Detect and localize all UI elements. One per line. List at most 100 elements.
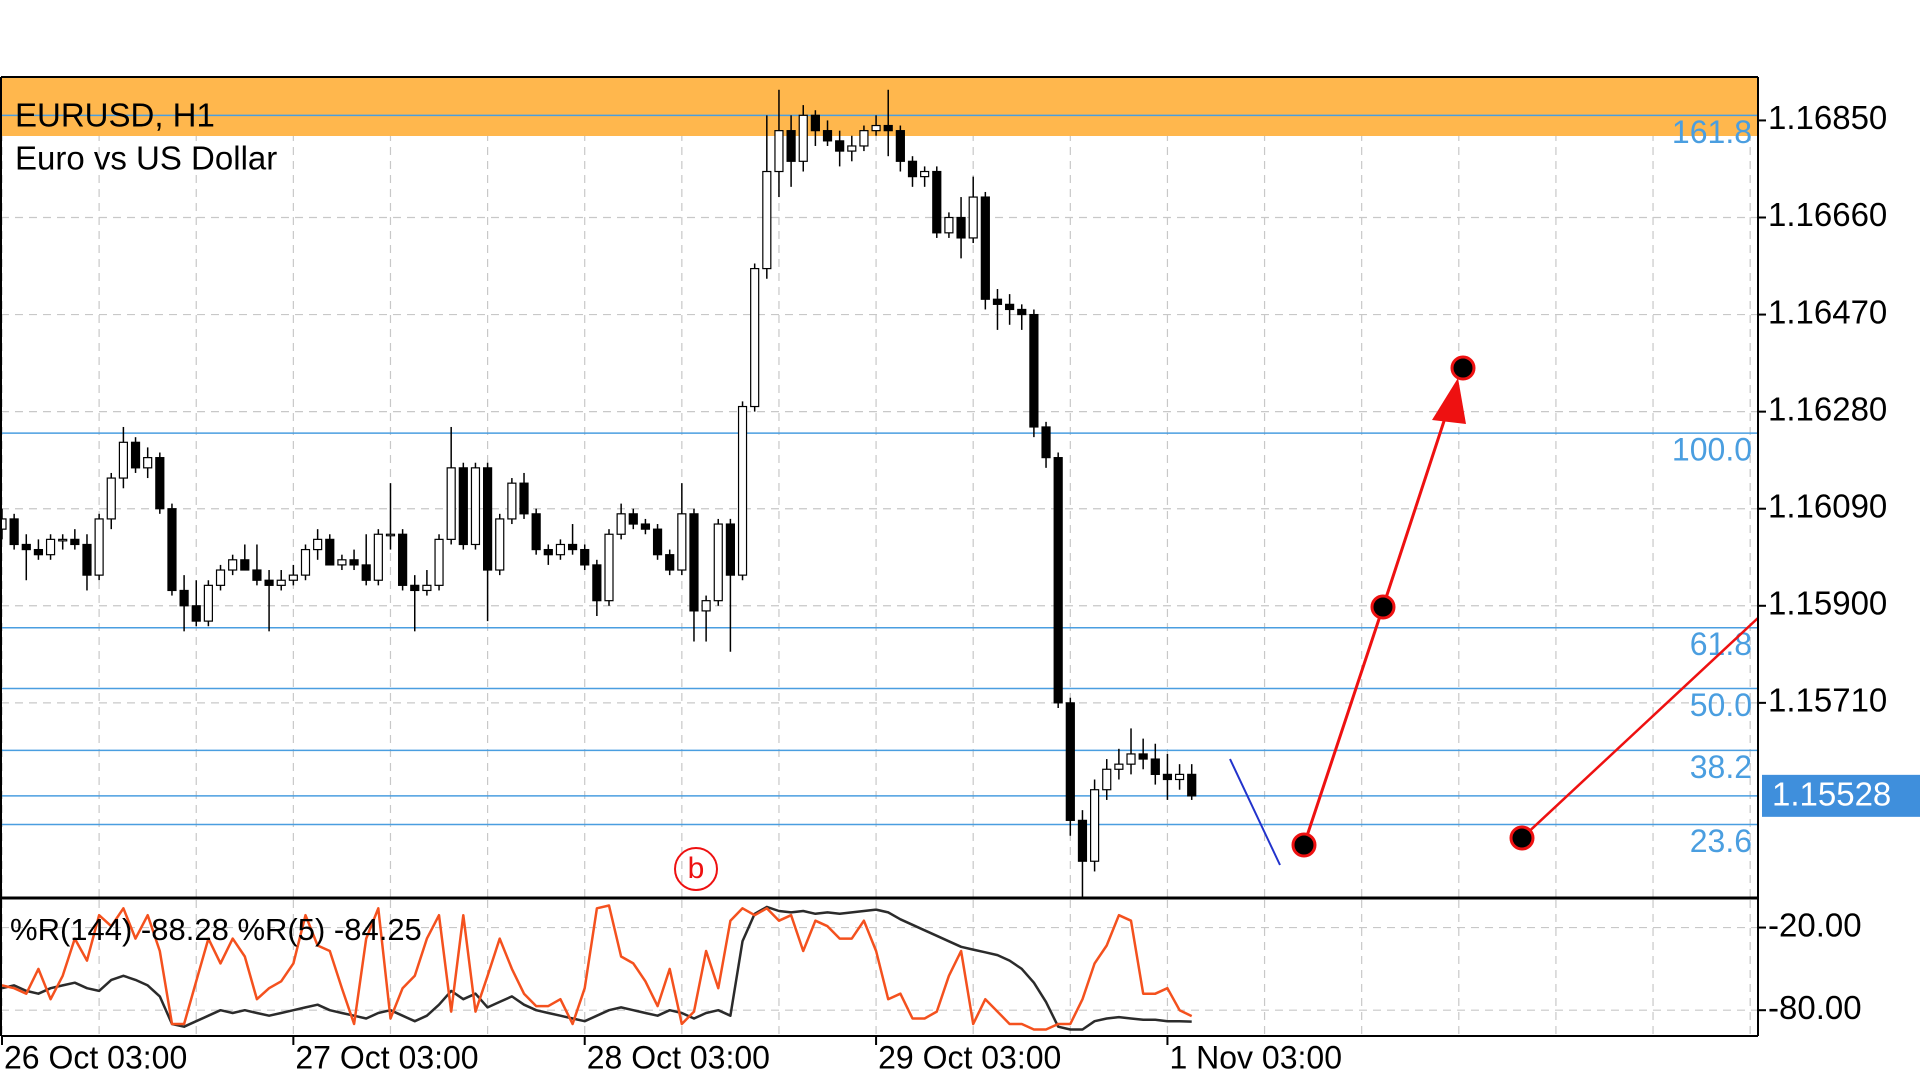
candle-body bbox=[349, 559, 359, 566]
candle-body bbox=[689, 513, 699, 612]
wave-point bbox=[1370, 594, 1396, 620]
y-tick-label: 1.16470 bbox=[1768, 293, 1887, 330]
candle-body bbox=[313, 538, 323, 551]
candle-body bbox=[810, 114, 820, 132]
price-tag-label: 1.15528 bbox=[1772, 776, 1891, 813]
indicator bbox=[1, 904, 1758, 1031]
candle-body bbox=[871, 124, 881, 132]
candle-body bbox=[859, 130, 869, 147]
candle-body bbox=[94, 518, 104, 576]
candle-body bbox=[215, 569, 226, 586]
candle-body bbox=[677, 513, 687, 571]
y-tick-label: 1.16850 bbox=[1768, 99, 1887, 136]
candle-body bbox=[470, 467, 481, 546]
candle-body bbox=[1187, 773, 1197, 797]
y-tick-label: 1.16090 bbox=[1768, 487, 1887, 524]
candle-body bbox=[300, 548, 311, 576]
candle-body bbox=[361, 564, 371, 581]
candle-body bbox=[507, 482, 517, 520]
candle-body bbox=[33, 548, 44, 556]
candle-body bbox=[240, 559, 250, 571]
x-tick-label: 27 Oct 03:00 bbox=[295, 1039, 478, 1075]
candle-body bbox=[519, 482, 529, 515]
candle-body bbox=[410, 584, 420, 592]
candle-body bbox=[1150, 758, 1160, 775]
candle-body bbox=[847, 145, 857, 152]
candle-body bbox=[701, 600, 711, 612]
x-tick-label: 1 Nov 03:00 bbox=[1169, 1039, 1342, 1075]
candle-body bbox=[373, 533, 383, 581]
indicator-line bbox=[1, 905, 1192, 1031]
candle-body bbox=[798, 114, 808, 162]
candle-body bbox=[1017, 308, 1027, 316]
candle-body bbox=[276, 579, 286, 586]
candle-body bbox=[398, 533, 408, 586]
wave-point bbox=[1509, 825, 1535, 851]
candle-body bbox=[713, 523, 723, 602]
candle-body bbox=[446, 467, 456, 540]
y-tick-label: -80.00 bbox=[1768, 989, 1862, 1026]
candle-body bbox=[616, 513, 626, 535]
candles bbox=[0, 89, 1197, 897]
candle-body bbox=[325, 538, 335, 566]
arrow-head bbox=[1432, 378, 1466, 424]
candle-body bbox=[495, 518, 505, 571]
candle-body bbox=[774, 130, 784, 173]
axes: 1.16850 1.16660 1.16470 1.16280 1.16090 1.159… bbox=[1, 99, 1920, 1075]
candle-body bbox=[1077, 819, 1088, 862]
candle-body bbox=[665, 554, 675, 571]
indicator-label: %R(144) -88.28 %R(5) -84.25 bbox=[10, 912, 422, 947]
candle-body bbox=[21, 543, 31, 551]
candle-body bbox=[628, 513, 638, 525]
candle-body bbox=[288, 574, 298, 581]
chart-title: EURUSD, H1 bbox=[15, 97, 215, 134]
candle-body bbox=[604, 533, 614, 602]
candle-body bbox=[1029, 313, 1039, 428]
candle-body bbox=[592, 564, 602, 602]
candle-body bbox=[130, 441, 141, 469]
candle-body bbox=[980, 196, 990, 300]
candle-body bbox=[106, 477, 116, 520]
candle-body bbox=[786, 130, 796, 162]
indicator-line bbox=[1, 904, 1193, 1031]
candle-body bbox=[264, 579, 274, 586]
arrow-line bbox=[1381, 414, 1448, 608]
candle-body bbox=[737, 405, 748, 576]
wave-point bbox=[1291, 832, 1317, 858]
fib-label: 38.2 bbox=[1690, 749, 1752, 785]
candle-body bbox=[725, 523, 736, 576]
candle-body bbox=[883, 124, 893, 132]
candle-body bbox=[82, 543, 92, 576]
candle-body bbox=[907, 160, 918, 178]
candle-body bbox=[956, 216, 966, 239]
candle-body bbox=[992, 298, 1003, 305]
fib-label: 161.8 bbox=[1672, 114, 1752, 150]
x-tick-label: 29 Oct 03:00 bbox=[878, 1039, 1061, 1075]
fib-label: 100.0 bbox=[1672, 432, 1752, 468]
candle-body bbox=[458, 467, 468, 546]
candle-body bbox=[1005, 303, 1015, 311]
candle-body bbox=[337, 559, 347, 566]
y-tick-label: 1.15710 bbox=[1768, 682, 1887, 719]
candle-body bbox=[483, 467, 493, 571]
candle-body bbox=[920, 170, 930, 178]
x-tick-label: 28 Oct 03:00 bbox=[587, 1039, 770, 1075]
candle-body bbox=[895, 130, 905, 162]
candle-body bbox=[1053, 457, 1063, 704]
y-tick-label: 1.16280 bbox=[1768, 390, 1887, 427]
candle-body bbox=[1138, 753, 1148, 760]
x-tick-label: 26 Oct 03:00 bbox=[4, 1039, 187, 1075]
wave-point bbox=[1450, 355, 1476, 381]
arrow-line bbox=[1302, 606, 1385, 846]
candle-body bbox=[1065, 702, 1075, 821]
candle-body bbox=[932, 170, 942, 234]
candle-body bbox=[45, 538, 56, 556]
annotation: b bbox=[688, 852, 705, 885]
candle-body bbox=[191, 605, 201, 622]
candle-body bbox=[228, 559, 238, 571]
annotation-circle bbox=[674, 847, 718, 891]
arrow-line bbox=[1521, 617, 1759, 839]
candle-body bbox=[385, 533, 396, 537]
